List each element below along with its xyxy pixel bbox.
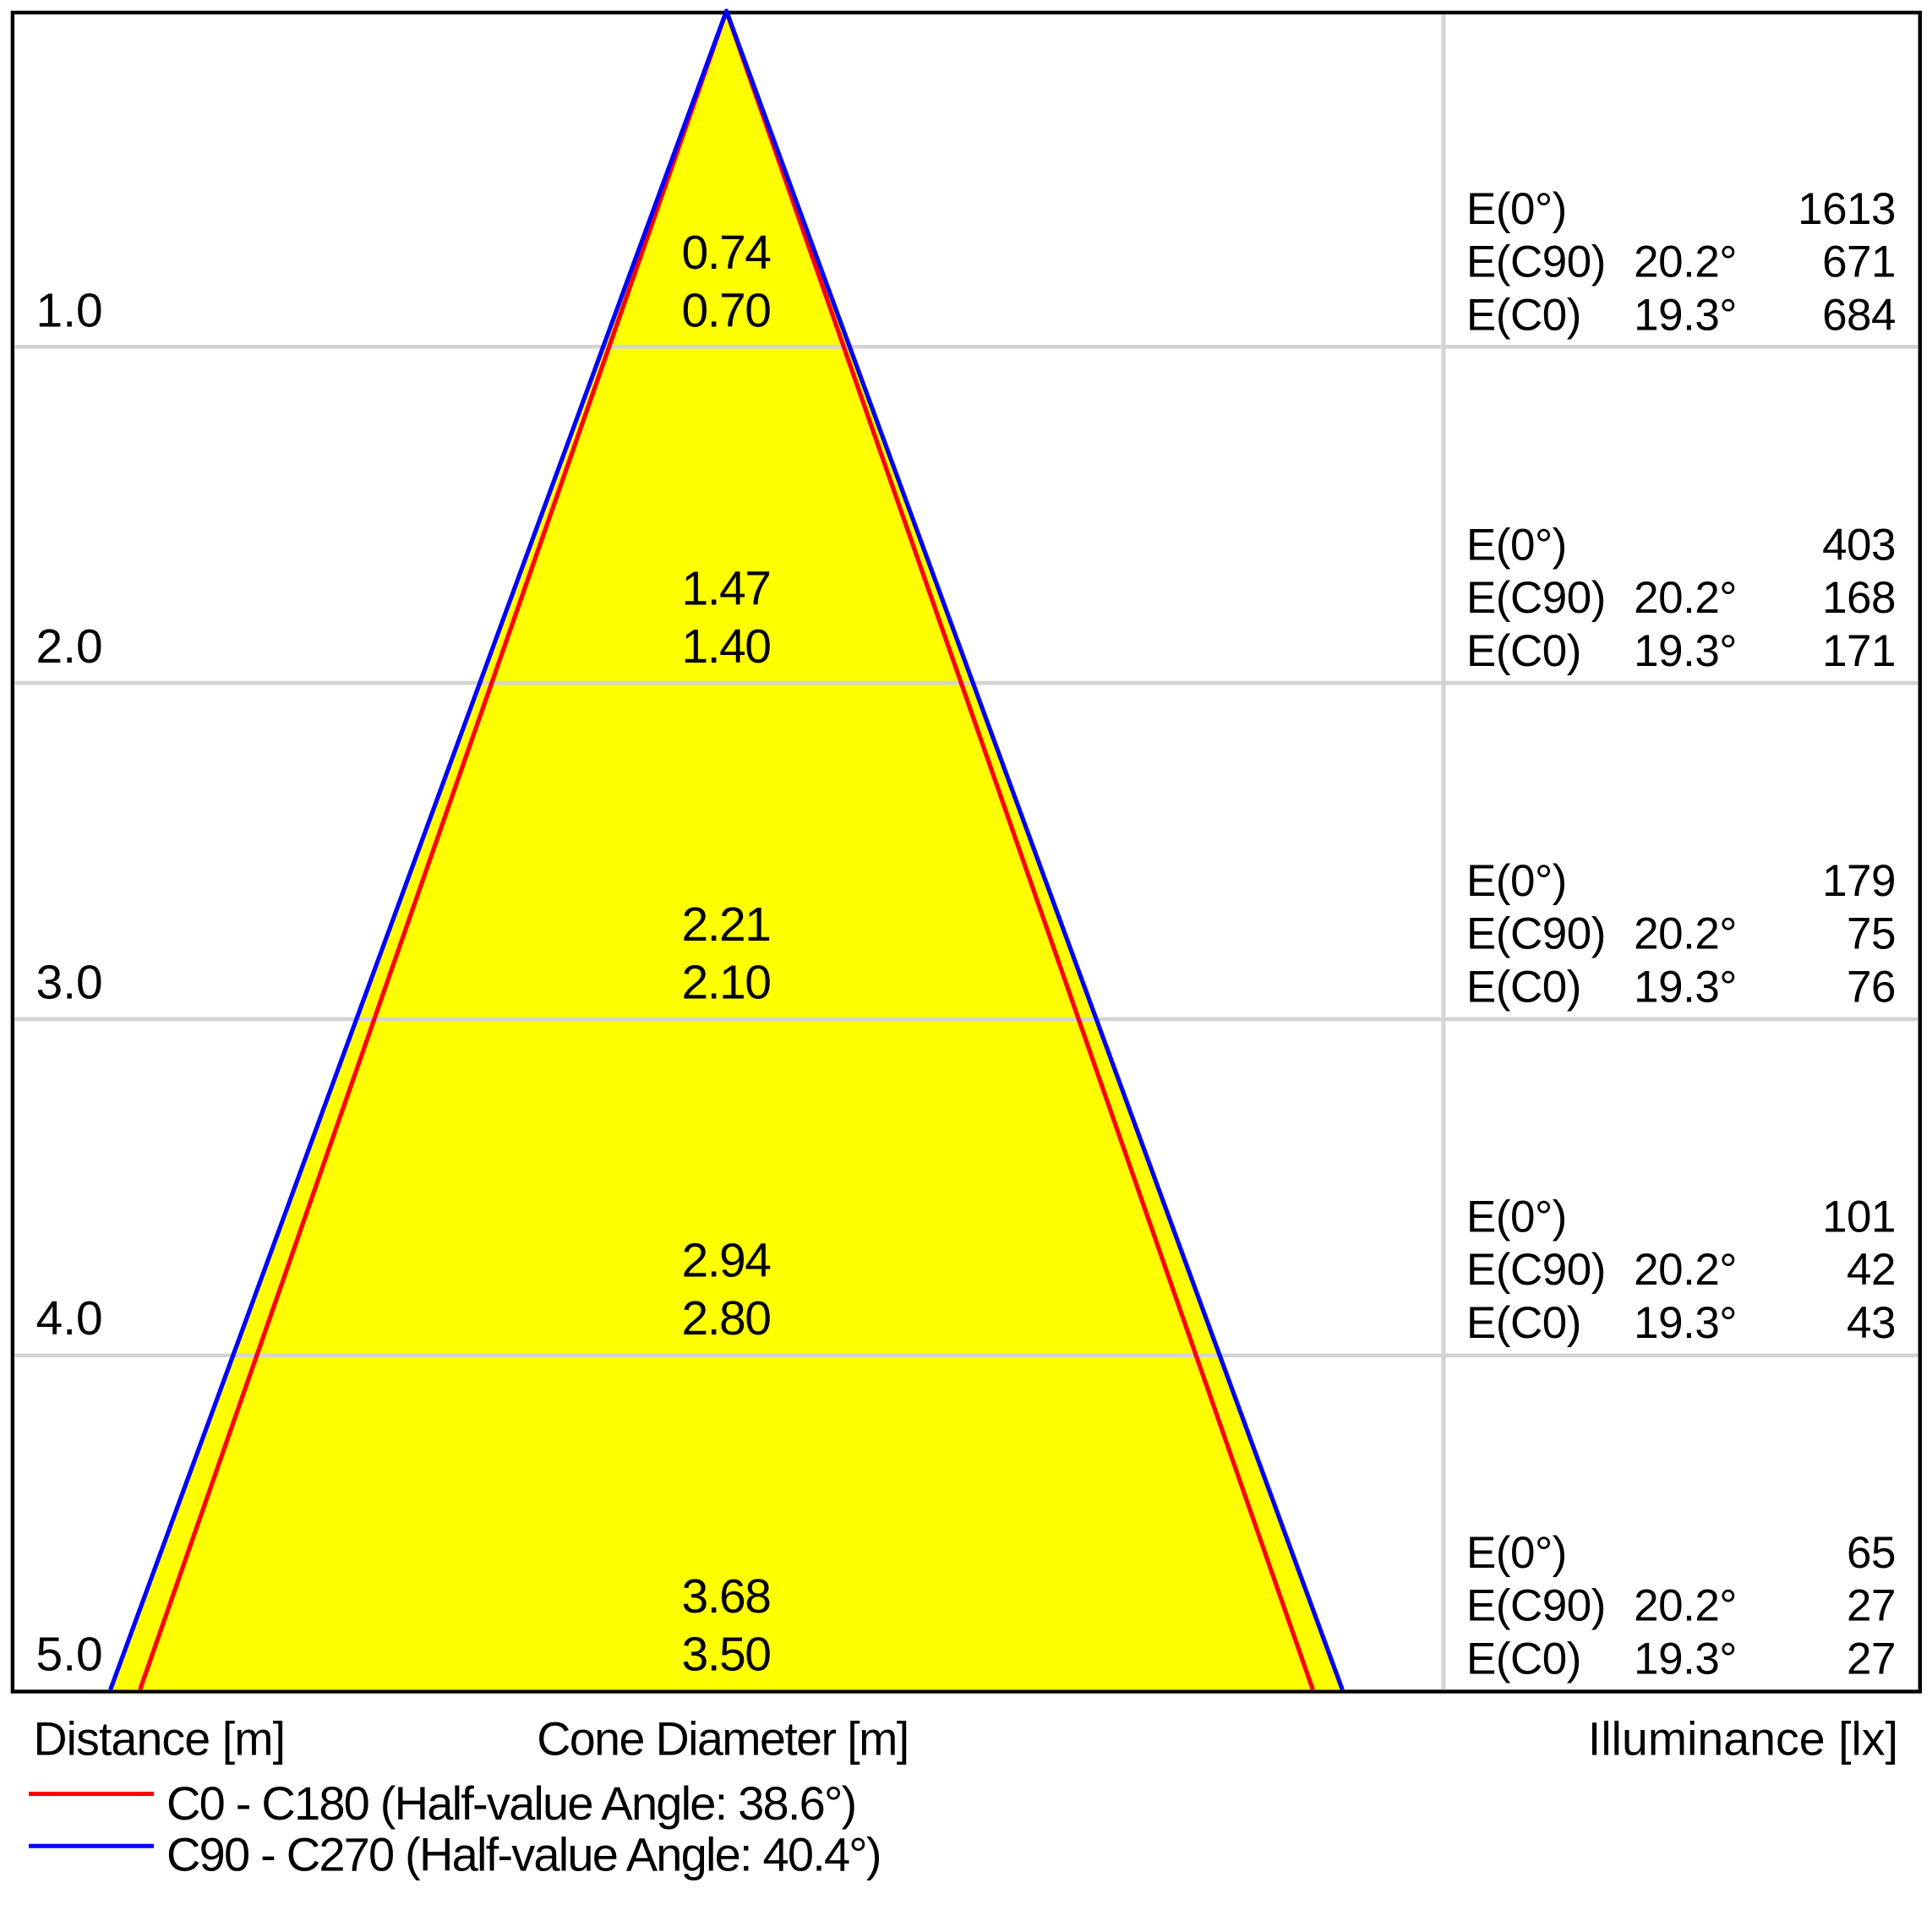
svg-text:E(C90): E(C90) [1466, 573, 1606, 623]
svg-text:75: 75 [1847, 909, 1896, 959]
svg-text:E(0°): E(0°) [1466, 184, 1567, 234]
svg-text:E(C90): E(C90) [1466, 1245, 1606, 1295]
svg-text:E(0°): E(0°) [1466, 1192, 1567, 1242]
svg-text:27: 27 [1847, 1634, 1896, 1684]
svg-text:E(0°): E(0°) [1466, 856, 1567, 906]
svg-text:168: 168 [1822, 573, 1896, 623]
svg-text:2.0: 2.0 [36, 619, 103, 674]
svg-text:3.0: 3.0 [36, 955, 103, 1009]
svg-text:179: 179 [1822, 856, 1896, 906]
svg-text:3.50: 3.50 [682, 1627, 771, 1681]
svg-text:171: 171 [1822, 626, 1896, 676]
svg-text:0.74: 0.74 [682, 226, 772, 280]
svg-text:101: 101 [1822, 1192, 1896, 1242]
svg-text:20.2°: 20.2° [1634, 573, 1737, 623]
svg-text:3.68: 3.68 [682, 1569, 771, 1624]
svg-text:4.0: 4.0 [36, 1291, 103, 1345]
svg-text:Illuminance [lx]: Illuminance [lx] [1588, 1713, 1898, 1766]
svg-text:20.2°: 20.2° [1634, 909, 1737, 959]
svg-text:1.47: 1.47 [682, 561, 771, 615]
svg-text:19.3°: 19.3° [1634, 626, 1737, 676]
svg-text:E(C90): E(C90) [1466, 909, 1606, 959]
svg-text:Distance [m]: Distance [m] [34, 1713, 286, 1766]
svg-text:E(C90): E(C90) [1466, 1581, 1606, 1631]
svg-text:E(C0): E(C0) [1466, 1298, 1581, 1348]
svg-text:43: 43 [1847, 1298, 1896, 1348]
svg-text:1.0: 1.0 [36, 283, 103, 337]
svg-text:42: 42 [1847, 1245, 1896, 1295]
svg-text:C90 - C270 (Half-value Angle:: C90 - C270 (Half-value Angle: 40.4°) [166, 1828, 881, 1881]
svg-text:0.70: 0.70 [682, 283, 771, 337]
svg-text:403: 403 [1822, 520, 1896, 570]
svg-text:684: 684 [1822, 290, 1896, 340]
svg-text:1.40: 1.40 [682, 619, 771, 674]
svg-text:76: 76 [1847, 962, 1896, 1012]
svg-text:E(C90): E(C90) [1466, 237, 1606, 287]
svg-text:E(C0): E(C0) [1466, 1634, 1581, 1684]
svg-text:19.3°: 19.3° [1634, 1634, 1737, 1684]
svg-text:2.80: 2.80 [682, 1291, 771, 1345]
svg-text:20.2°: 20.2° [1634, 237, 1737, 287]
svg-text:E(0°): E(0°) [1466, 520, 1567, 570]
svg-text:E(0°): E(0°) [1466, 1528, 1567, 1578]
svg-text:2.21: 2.21 [682, 898, 771, 952]
svg-text:20.2°: 20.2° [1634, 1581, 1737, 1631]
svg-text:19.3°: 19.3° [1634, 1298, 1737, 1348]
svg-text:20.2°: 20.2° [1634, 1245, 1737, 1295]
svg-text:1613: 1613 [1798, 184, 1896, 234]
svg-text:C0 - C180 (Half-value Angle: 3: C0 - C180 (Half-value Angle: 38.6°) [166, 1776, 855, 1830]
svg-text:Cone Diameter [m]: Cone Diameter [m] [537, 1713, 908, 1766]
svg-text:19.3°: 19.3° [1634, 290, 1737, 340]
svg-text:E(C0): E(C0) [1466, 290, 1581, 340]
svg-text:671: 671 [1822, 237, 1896, 287]
svg-text:65: 65 [1847, 1528, 1896, 1578]
svg-text:5.0: 5.0 [36, 1627, 103, 1681]
svg-text:2.10: 2.10 [682, 955, 771, 1009]
svg-text:E(C0): E(C0) [1466, 962, 1581, 1012]
svg-text:2.94: 2.94 [682, 1233, 772, 1287]
svg-text:27: 27 [1847, 1581, 1896, 1631]
svg-text:E(C0): E(C0) [1466, 626, 1581, 676]
svg-text:19.3°: 19.3° [1634, 962, 1737, 1012]
